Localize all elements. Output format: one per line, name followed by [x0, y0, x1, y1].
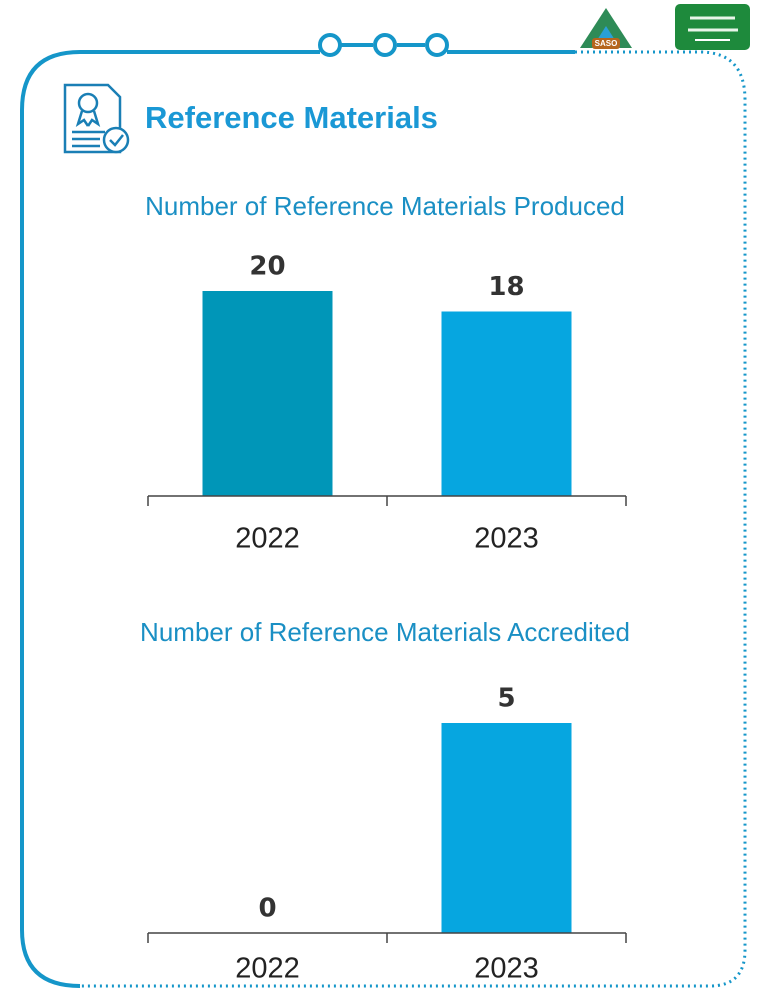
x-tick-label: 2023 [474, 523, 539, 555]
header-title: Reference Materials [145, 100, 438, 135]
bar [441, 311, 572, 496]
chart-title: Number of Reference Materials Produced [145, 191, 625, 221]
frame [20, 33, 747, 988]
flag [675, 4, 750, 50]
data-label: 5 [497, 684, 515, 714]
data-label: 20 [249, 252, 285, 282]
chart-title: Number of Reference Materials Accredited [140, 617, 630, 647]
x-tick-label: 2022 [235, 523, 300, 555]
saso-logo: SASO [580, 8, 632, 49]
bar [441, 723, 572, 933]
bar [202, 291, 333, 496]
x-tick-label: 2023 [474, 953, 539, 985]
data-label: 0 [258, 894, 276, 924]
x-tick-label: 2022 [235, 953, 300, 985]
certificate-icon [63, 83, 130, 154]
logo-text: SASO [595, 39, 618, 48]
data-label: 18 [488, 272, 524, 302]
